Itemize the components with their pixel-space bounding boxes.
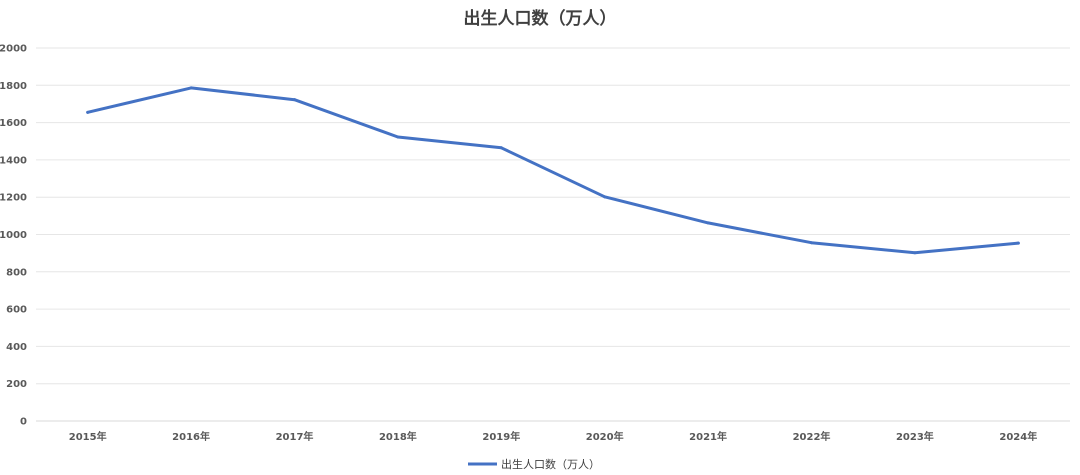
data-point[interactable] [189, 86, 193, 90]
x-tick-label: 2017年 [276, 430, 314, 443]
data-point[interactable] [293, 98, 296, 102]
y-tick-label: 1200 [0, 193, 27, 204]
data-point[interactable] [499, 146, 503, 150]
x-tick-label: 2024年 [999, 430, 1037, 443]
data-point[interactable] [86, 110, 90, 114]
chart-title: 出生人口数（万人） [464, 8, 617, 29]
x-axis-ticks: 2015年 2016年 2017年 2018年 2019年 2020年 2021年 2022年… [69, 430, 1037, 443]
x-tick-label: 2016年 [172, 430, 210, 443]
data-point[interactable] [913, 251, 917, 255]
series-layer [86, 86, 1020, 255]
data-point[interactable] [603, 195, 607, 199]
x-tick-label: 2023年 [896, 430, 934, 443]
data-point[interactable] [1016, 241, 1020, 245]
y-tick-label: 400 [6, 342, 27, 353]
x-tick-label: 2018年 [379, 430, 417, 443]
data-point[interactable] [396, 135, 400, 139]
y-tick-label: 200 [6, 379, 27, 390]
gridlines [36, 47, 1070, 422]
y-axis-ticks: 0 200 400 600 800 1000 1200 1400 1600 1800 2000 [0, 44, 27, 428]
data-point[interactable] [810, 241, 813, 245]
x-tick-label: 2020年 [586, 430, 624, 443]
x-tick-label: 2015年 [69, 430, 107, 443]
x-tick-label: 2019年 [482, 430, 520, 443]
x-tick-label: 2022年 [793, 430, 831, 443]
series-line[interactable] [86, 86, 1020, 255]
legend-label: 出生人口数（万人） [501, 457, 600, 471]
legend[interactable]: 出生人口数（万人） [468, 457, 600, 471]
y-tick-label: 600 [6, 305, 27, 316]
y-tick-label: 2000 [0, 44, 27, 55]
y-tick-label: 1400 [0, 155, 27, 166]
y-tick-label: 1000 [0, 230, 27, 241]
data-point[interactable] [706, 221, 710, 225]
y-tick-label: 1800 [0, 81, 27, 92]
y-tick-label: 1600 [0, 118, 27, 129]
x-tick-label: 2021年 [689, 430, 727, 443]
y-tick-label: 800 [6, 267, 27, 278]
y-tick-label: 0 [20, 417, 27, 428]
